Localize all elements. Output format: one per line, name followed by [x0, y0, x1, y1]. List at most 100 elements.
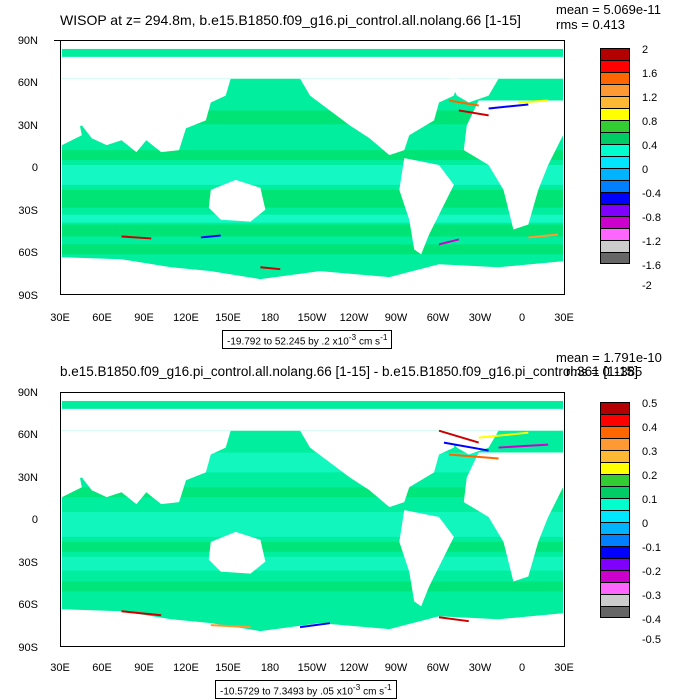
- lon-label: 90W: [384, 312, 408, 324]
- colorbar-label: 1.2: [642, 92, 658, 104]
- units-exponent: -1: [384, 682, 392, 692]
- colorbar-cell: [600, 96, 630, 108]
- colorbar-label: 0.4: [642, 140, 658, 152]
- colorbar-cell: [600, 108, 630, 120]
- lon-label: 180: [260, 662, 280, 674]
- lat-label: 60S: [18, 599, 38, 611]
- colorbar-cell: [600, 192, 630, 204]
- lon-label: 120E: [173, 662, 199, 674]
- colorbar-cell: [600, 132, 630, 144]
- lat-label: 90N: [17, 387, 38, 399]
- lat-label: 30N: [17, 120, 38, 132]
- lat-label: 30S: [18, 205, 38, 217]
- lon-label: 120E: [173, 312, 199, 324]
- lat-label: 30S: [18, 557, 38, 569]
- lat-label: 60S: [18, 247, 38, 259]
- colorbar-label: 2: [642, 44, 649, 56]
- lon-label: 30E: [50, 662, 70, 674]
- colorbar-cell: [600, 462, 630, 474]
- lon-label: 30E: [554, 662, 574, 674]
- lon-label: 120W: [339, 312, 369, 324]
- colorbar-label: -0.3: [642, 590, 661, 602]
- units-exponent: -1: [380, 332, 388, 342]
- lon-label: 60W: [426, 662, 450, 674]
- lat-label: 90S: [18, 290, 38, 302]
- colorbar-cell: [600, 474, 630, 486]
- lon-label: 60E: [92, 312, 112, 324]
- lon-label: 30E: [554, 312, 574, 324]
- colorbar-label: -0.1: [642, 542, 661, 554]
- panel-title: b.e15.B1850.f09_g16.pi_control.all.nolan…: [60, 364, 638, 379]
- panel-title: WISOP at z= 294.8m, b.e15.B1850.f09_g16.…: [60, 12, 521, 28]
- rms-stat: rms = 0.1385: [566, 364, 643, 379]
- rms-stat: rms = 0.413: [556, 17, 626, 32]
- lon-label: 90E: [134, 662, 154, 674]
- map-plot-area: [60, 392, 565, 647]
- colorbar-label: -0.4: [642, 188, 661, 200]
- colorbar-cell: [600, 240, 630, 252]
- lon-label: 180: [260, 312, 280, 324]
- colorbar-cell: [600, 60, 630, 72]
- colorbar-label: 1.6: [642, 68, 658, 80]
- colorbar-cell: [600, 252, 630, 264]
- colorbar-cell: [600, 414, 630, 426]
- colorbar-label: -1.2: [642, 236, 661, 248]
- colorbar-cell: [600, 156, 630, 168]
- colorbar-label: -1.6: [642, 260, 661, 272]
- lon-label: 30W: [468, 312, 492, 324]
- colorbar-cell: [600, 582, 630, 594]
- range-units: cm s: [356, 336, 381, 348]
- colorbar-cell: [600, 486, 630, 498]
- colorbar-cell: [600, 546, 630, 558]
- lat-label: 0: [31, 514, 38, 526]
- colorbar-label: 0.4: [642, 422, 658, 434]
- colorbar-cell: [600, 120, 630, 132]
- colorbar-cell: [600, 204, 630, 216]
- lat-label: 60N: [17, 429, 38, 441]
- colorbar-cell: [600, 450, 630, 462]
- colorbar-label: 0.5: [642, 398, 658, 410]
- colorbar-label: 0.8: [642, 116, 658, 128]
- colorbar-cell: [600, 498, 630, 510]
- lon-label: 150E: [215, 662, 241, 674]
- range-exponent: -3: [352, 682, 361, 692]
- colorbar-cell: [600, 438, 630, 450]
- colorbar-cell: [600, 180, 630, 192]
- lat-label: 30N: [17, 472, 38, 484]
- colorbar-cell: [600, 216, 630, 228]
- lon-label: 0: [518, 312, 526, 324]
- colorbar-cell: [600, 72, 630, 84]
- mean-stat: mean = 5.069e-11: [556, 2, 661, 17]
- colorbar: [600, 402, 630, 618]
- lat-label: 90N: [17, 35, 38, 47]
- lon-label: 90E: [134, 312, 154, 324]
- lat-label: 0: [31, 162, 38, 174]
- mean-stat: mean = 1.791e-10: [556, 350, 662, 365]
- range-exponent: -3: [348, 332, 357, 342]
- colorbar-label: -0.2: [642, 566, 661, 578]
- lon-label: 90W: [384, 662, 408, 674]
- colorbar-cell: [600, 570, 630, 582]
- colorbar-cell: [600, 168, 630, 180]
- contour-range-box: -10.5729 to 7.3493 by .05 x10-3 cm s-1: [215, 680, 397, 700]
- colorbar-cell: [600, 558, 630, 570]
- lon-label: 150E: [215, 312, 241, 324]
- colorbar-label: -0.5: [642, 634, 661, 646]
- colorbar-cell: [600, 426, 630, 438]
- ocean-field-map: [61, 393, 564, 646]
- lon-label: 150W: [297, 312, 327, 324]
- lon-label: 30E: [50, 312, 70, 324]
- colorbar-cell: [600, 606, 630, 618]
- lat-label: 90S: [18, 642, 38, 654]
- colorbar-label: -0.8: [642, 212, 661, 224]
- colorbar-cell: [600, 48, 630, 60]
- range-text: -19.792 to 52.245 by .2 x10: [227, 336, 349, 348]
- map-plot-area: [60, 40, 565, 295]
- lon-label: 120W: [339, 662, 369, 674]
- colorbar-cell: [600, 522, 630, 534]
- colorbar-label: -2: [642, 280, 652, 292]
- colorbar-label: -0.4: [642, 614, 661, 626]
- colorbar-cell: [600, 594, 630, 606]
- range-units: cm s: [360, 686, 385, 698]
- colorbar-label: 0: [642, 518, 649, 530]
